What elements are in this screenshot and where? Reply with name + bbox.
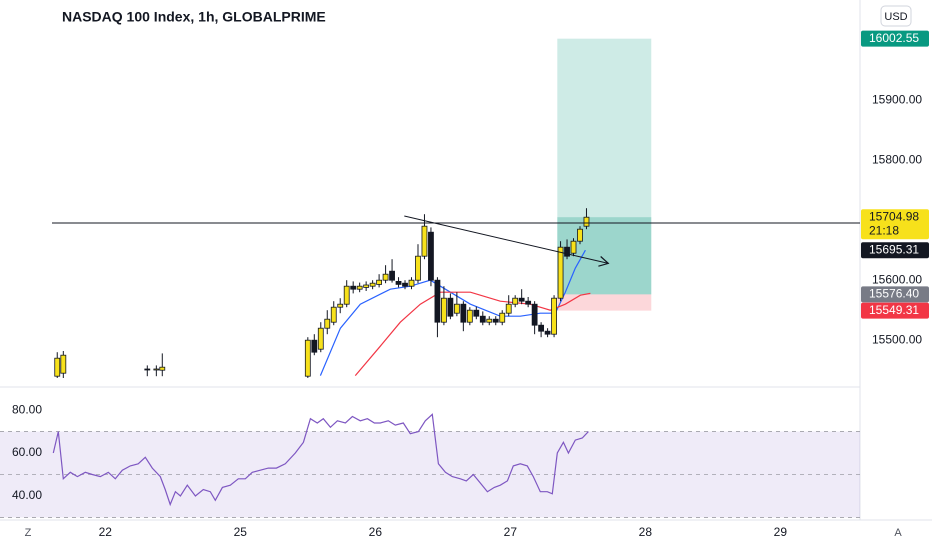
candle-body	[304, 339, 311, 377]
y-tick-label: 15600.00	[872, 272, 922, 286]
rsi-band	[0, 431, 860, 518]
candle-body	[402, 282, 408, 287]
candle-body	[525, 300, 532, 305]
y-tick-label: 15900.00	[872, 92, 922, 106]
candle-body	[415, 255, 421, 281]
candle-body	[343, 285, 350, 305]
candle-body	[153, 368, 160, 371]
stop-price-tag-bg	[861, 302, 929, 319]
candle-body	[54, 357, 61, 377]
candle-body	[441, 297, 447, 323]
candle-body	[330, 306, 337, 323]
countdown: 21:18	[869, 223, 899, 237]
candle-body	[499, 312, 506, 323]
candle-body	[466, 309, 473, 323]
stop-price-tag: 15549.31	[869, 303, 919, 317]
candle-body	[570, 240, 577, 254]
rsi-tick-label: 60.00	[12, 445, 42, 459]
scale-button[interactable]: Z	[25, 527, 32, 539]
candle-body	[350, 285, 357, 290]
currency-button[interactable]	[880, 5, 912, 27]
moving-average	[354, 291, 591, 376]
rsi-line	[52, 413, 589, 507]
candle-body	[408, 279, 415, 287]
candle-body	[544, 330, 551, 335]
candle-body	[395, 280, 402, 285]
entry-price-tag: 15576.40	[869, 287, 919, 301]
candle-body	[577, 228, 583, 242]
candle-body	[434, 279, 441, 323]
candle-body	[447, 297, 454, 317]
candle-body	[460, 303, 467, 323]
candle-body	[369, 282, 376, 287]
candle-body	[473, 309, 480, 317]
scale-button[interactable]: A	[894, 527, 902, 539]
currency-label[interactable]: USD	[884, 11, 907, 23]
x-tick-label: 28	[639, 525, 653, 539]
candle-body	[382, 273, 389, 281]
candle-body	[324, 318, 331, 329]
rsi-tick-label: 40.00	[12, 488, 42, 502]
candle-body	[428, 231, 434, 281]
x-tick-label: 27	[504, 525, 518, 539]
trend-line	[404, 215, 610, 267]
rsi-tick-label: 80.00	[12, 402, 42, 416]
candle-body	[317, 327, 324, 350]
candle-body	[505, 303, 512, 314]
price-pane	[52, 38, 860, 378]
candle-body	[60, 354, 67, 374]
candle-body	[376, 279, 383, 285]
entry-price-tag-bg	[861, 286, 929, 303]
candle-body	[421, 225, 428, 257]
candle-body	[538, 324, 545, 332]
x-tick-label: 25	[234, 525, 248, 539]
x-tick-label: 22	[99, 525, 113, 539]
candle-body	[564, 246, 570, 257]
y-tick-label: 15800.00	[872, 152, 922, 166]
candle-body	[453, 303, 460, 314]
line-price-tag: 15695.31	[869, 242, 919, 256]
loss-zone	[557, 294, 652, 311]
candle-body	[144, 368, 151, 371]
y-tick-label: 15500.00	[872, 332, 922, 346]
candle-body	[159, 366, 166, 371]
last-price-tag-bg	[861, 209, 929, 240]
candle-body	[363, 284, 370, 288]
candle-body	[486, 318, 493, 323]
chart-title: NASDAQ 100 Index, 1h, GLOBALPRIME	[62, 9, 326, 25]
candle-body	[512, 297, 519, 305]
target-price-tag-bg	[861, 30, 929, 47]
candle-body	[356, 285, 363, 290]
candle-body	[518, 297, 525, 302]
target-price-tag: 16002.55	[869, 31, 919, 45]
x-tick-label: 26	[369, 525, 383, 539]
x-tick-label: 29	[774, 525, 788, 539]
candle-body	[557, 246, 564, 299]
candle-body	[479, 315, 486, 323]
rsi-pane	[0, 413, 860, 518]
candle-body	[389, 270, 395, 281]
candle-body	[337, 303, 344, 308]
candle-body	[311, 339, 318, 353]
open-profit-zone	[557, 217, 652, 295]
candle-body	[551, 297, 557, 335]
candle-body	[492, 318, 499, 323]
line-price-tag-bg	[861, 242, 929, 259]
candle-body	[583, 216, 590, 227]
candle-body	[531, 303, 538, 326]
moving-average	[319, 249, 586, 376]
last-price-tag: 15704.98	[869, 209, 919, 223]
